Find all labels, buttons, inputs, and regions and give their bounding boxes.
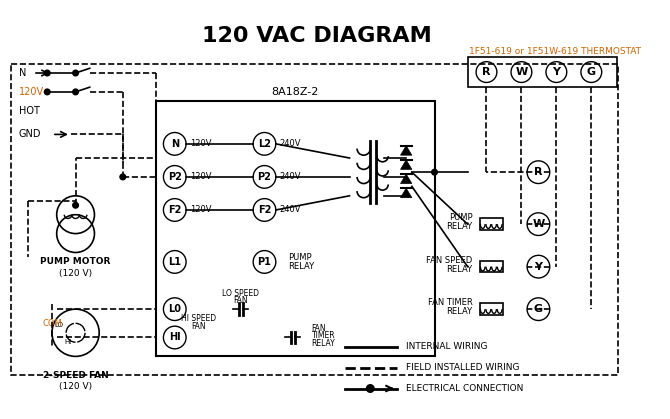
Text: RELAY: RELAY <box>446 222 472 231</box>
Circle shape <box>44 70 50 76</box>
Text: 2-SPEED FAN: 2-SPEED FAN <box>43 371 109 380</box>
Text: L0: L0 <box>168 304 182 314</box>
Text: FAN: FAN <box>234 296 248 305</box>
Text: 8A18Z-2: 8A18Z-2 <box>271 87 319 97</box>
Bar <box>11 64 618 375</box>
Text: RELAY: RELAY <box>446 265 472 274</box>
Text: 120V: 120V <box>190 172 211 181</box>
Text: PUMP: PUMP <box>449 213 472 222</box>
Text: L2: L2 <box>258 139 271 149</box>
Polygon shape <box>401 174 412 184</box>
Text: L1: L1 <box>168 257 182 267</box>
Polygon shape <box>401 160 412 169</box>
Text: P2: P2 <box>168 172 182 182</box>
Text: PUMP: PUMP <box>288 253 312 262</box>
Text: G: G <box>534 304 543 314</box>
Text: R: R <box>482 67 490 77</box>
Circle shape <box>73 70 78 76</box>
Text: Y: Y <box>552 67 560 77</box>
Text: G: G <box>587 67 596 77</box>
Text: RELAY: RELAY <box>446 308 472 316</box>
Text: FAN: FAN <box>312 323 326 333</box>
Bar <box>480 303 503 315</box>
Text: COM: COM <box>42 319 62 328</box>
Text: N: N <box>19 68 26 78</box>
Text: (120 V): (120 V) <box>59 269 92 278</box>
Text: 240V: 240V <box>279 205 301 215</box>
Text: 120 VAC DIAGRAM: 120 VAC DIAGRAM <box>202 26 431 46</box>
Text: INTERNAL WIRING: INTERNAL WIRING <box>406 342 488 352</box>
Text: FAN: FAN <box>191 322 206 331</box>
Text: Y: Y <box>535 261 543 272</box>
Bar <box>480 218 503 230</box>
Circle shape <box>73 89 78 95</box>
Polygon shape <box>401 188 412 198</box>
Text: (120 V): (120 V) <box>59 382 92 391</box>
Text: 1F51-619 or 1F51W-619 THERMOSTAT: 1F51-619 or 1F51W-619 THERMOSTAT <box>470 47 641 56</box>
Text: FAN TIMER: FAN TIMER <box>427 298 472 307</box>
Text: LO SPEED: LO SPEED <box>222 289 259 297</box>
Polygon shape <box>401 146 412 155</box>
Text: 120V: 120V <box>19 87 44 97</box>
Text: W: W <box>515 67 527 77</box>
Text: P2: P2 <box>257 172 271 182</box>
Bar <box>468 57 617 87</box>
Text: 240V: 240V <box>279 172 301 181</box>
Text: HOT: HOT <box>19 106 40 116</box>
Bar <box>156 101 435 357</box>
Text: FIELD INSTALLED WIRING: FIELD INSTALLED WIRING <box>406 363 520 372</box>
Text: W: W <box>532 219 545 229</box>
Text: HI: HI <box>169 333 180 342</box>
Text: F2: F2 <box>258 205 271 215</box>
Text: P1: P1 <box>257 257 271 267</box>
Circle shape <box>431 169 438 175</box>
Text: N: N <box>171 139 179 149</box>
Text: GND: GND <box>19 129 42 140</box>
Circle shape <box>366 385 374 392</box>
Text: PUMP MOTOR: PUMP MOTOR <box>40 257 111 266</box>
Text: RELAY: RELAY <box>312 339 336 348</box>
Text: 120V: 120V <box>190 140 211 148</box>
Text: FAN SPEED: FAN SPEED <box>426 256 472 264</box>
Text: HI SPEED: HI SPEED <box>181 314 216 323</box>
Text: 240V: 240V <box>279 140 301 148</box>
Text: RELAY: RELAY <box>288 262 314 271</box>
Circle shape <box>73 202 78 208</box>
Text: R: R <box>534 167 543 177</box>
Bar <box>480 261 503 272</box>
Text: HI: HI <box>64 339 72 345</box>
Circle shape <box>44 89 50 95</box>
Circle shape <box>120 174 126 180</box>
Text: 120V: 120V <box>190 205 211 215</box>
Text: ELECTRICAL CONNECTION: ELECTRICAL CONNECTION <box>406 384 523 393</box>
Text: LO: LO <box>54 322 63 328</box>
Text: F2: F2 <box>168 205 182 215</box>
Text: TIMER: TIMER <box>312 331 336 340</box>
